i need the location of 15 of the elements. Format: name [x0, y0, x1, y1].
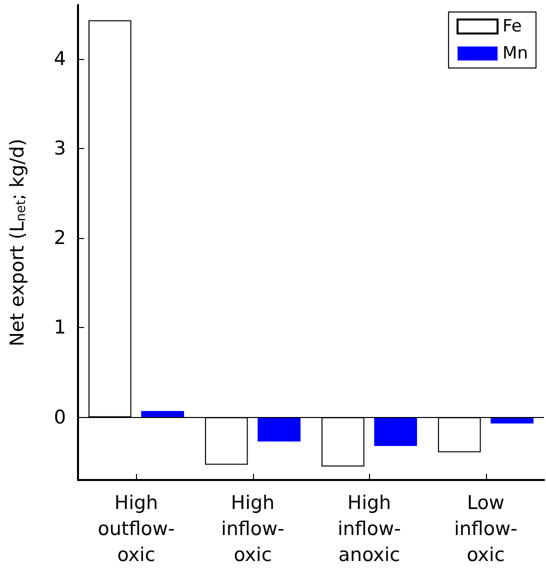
x-tick-label: High inflow- oxic	[221, 492, 284, 566]
y-tick-label: 2	[54, 227, 66, 250]
legend-label: Mn	[502, 44, 528, 64]
y-tick-label: 0	[54, 406, 66, 428]
y-tick-label: 3	[54, 137, 66, 160]
bar	[374, 417, 418, 446]
bar	[258, 417, 301, 442]
x-tick-label: Low inflow- oxic	[454, 492, 518, 566]
y-axis-title: Net export (Lnet; kg/d)	[6, 138, 29, 346]
x-tick-label: High outflow- oxic	[98, 492, 175, 566]
x-tick-label: High inflow- anoxic	[338, 492, 401, 566]
y-tick-label: 4	[54, 48, 66, 70]
legend-label: Fe	[502, 16, 522, 36]
y-tick-label: 1	[54, 316, 66, 339]
bar	[141, 410, 184, 418]
